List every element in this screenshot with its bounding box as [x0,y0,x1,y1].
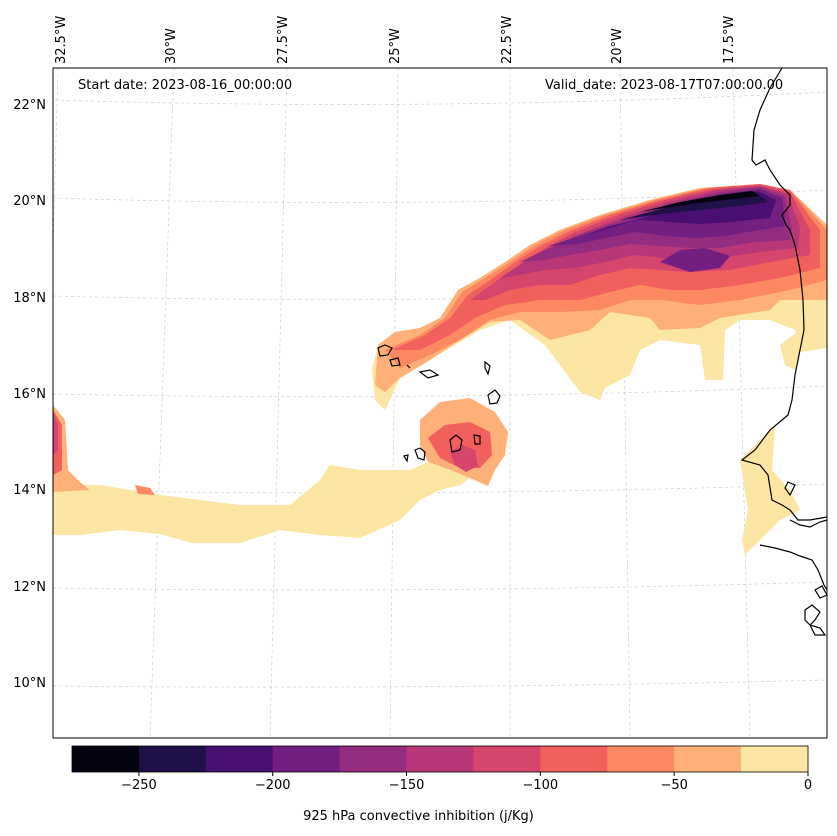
lon-label-25: 25°W [388,28,403,64]
colorbar-swatch [72,746,140,772]
colorbar-swatch [473,746,541,772]
lat-label-20: 20°N [13,194,46,209]
contour-west-3 [53,412,58,455]
contour-level-7b [660,248,730,272]
valid-date-label: Valid_date: 2023-08-17T07:00:00.00 [545,78,784,93]
cin-contours [53,184,827,555]
contour-west-4 [135,485,155,495]
lat-label-10: 10°N [13,676,46,691]
axes-border [52,67,828,739]
colorbar-label: 925 hPa convective inhibition (j/Kg) [303,809,534,824]
lon-label-32-5: 32.5°W [54,15,69,64]
lat-label-16: 16°N [13,387,46,402]
colorbar [71,745,809,776]
colorbar-tick-label: −100 [522,778,559,793]
colorbar-swatch [674,746,742,772]
colorbar-swatch [607,746,675,772]
colorbar-swatch [205,746,274,772]
colorbar-swatch [138,746,207,772]
lon-label-17-5: 17.5°W [722,15,737,64]
colorbar-tick-label: −150 [388,778,425,793]
lon-label-20: 20°W [610,28,625,64]
gridlines [52,67,828,739]
lon-label-22-5: 22.5°W [500,15,515,64]
colorbar-tick-label: 0 [803,778,813,793]
colorbar-tick-label: −50 [660,778,688,793]
contour-coast-2 [780,315,827,370]
coastlines [377,67,828,636]
colorbar-tick-label: −200 [254,778,291,793]
contour-level-10 [640,191,760,212]
colorbar-swatch [406,746,474,772]
lat-label-22: 22°N [13,98,46,113]
contour-capeverde-3 [450,445,478,472]
lat-label-18: 18°N [13,291,46,306]
contour-south-band [53,462,470,543]
colorbar-swatch [741,746,809,772]
colorbar-swatch [339,746,408,772]
lat-label-14: 14°N [13,483,46,498]
lon-label-27-5: 27.5°W [276,15,291,64]
colorbar-swatch [272,746,341,772]
start-date-label: Start date: 2023-08-16_00:00:00 [78,78,293,93]
colorbar-swatch [540,746,608,772]
contour-west-1 [53,405,90,492]
lat-label-12: 12°N [13,580,46,595]
colorbar-tick-label: −250 [121,778,157,793]
lon-label-30: 30°W [164,28,179,64]
colorbar-border [71,745,809,773]
